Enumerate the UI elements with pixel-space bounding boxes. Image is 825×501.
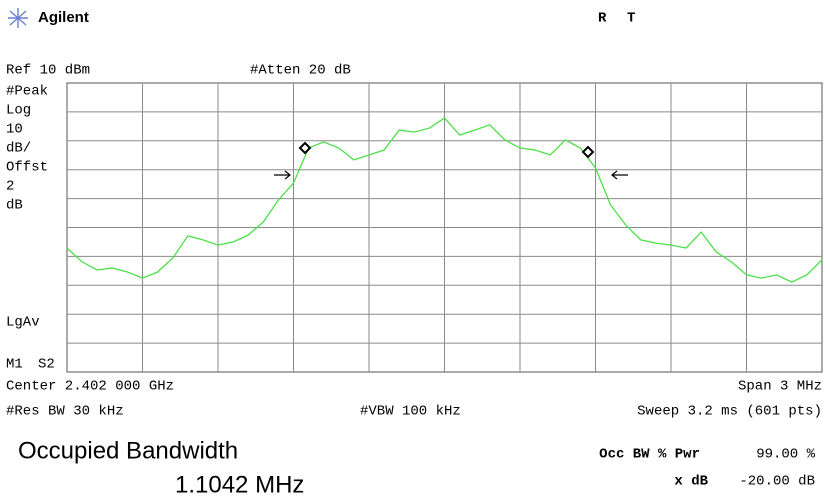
detector: LgAv xyxy=(6,315,40,331)
logo xyxy=(8,8,28,28)
span: Span 3 MHz xyxy=(738,379,822,395)
vbw: #VBW 100 kHz xyxy=(360,404,461,420)
result-value: 1.1042 MHz xyxy=(175,471,304,498)
scale-info: #Peak xyxy=(6,84,48,100)
xdb-value: -20.00 dB xyxy=(739,474,815,490)
markers xyxy=(274,141,628,180)
scale-info: dB/ xyxy=(6,141,31,157)
marker-label: M1 xyxy=(6,357,23,373)
pwr-label: Occ BW % Pwr xyxy=(599,447,700,463)
status: R xyxy=(598,11,607,27)
ref-level: Ref 10 dBm xyxy=(6,63,90,79)
scale-info: dB xyxy=(6,198,23,214)
atten: #Atten 20 dB xyxy=(250,63,351,79)
scale-info: 2 xyxy=(6,179,14,195)
trace xyxy=(66,117,823,283)
marker-label: S2 xyxy=(38,357,55,373)
scale-info: Offst xyxy=(6,160,48,176)
status: T xyxy=(627,11,635,27)
sweep: Sweep 3.2 ms (601 pts) xyxy=(637,404,822,420)
graticule xyxy=(67,83,822,372)
res-bw: #Res BW 30 kHz xyxy=(6,404,124,420)
scale-info: Log xyxy=(6,103,31,119)
xdb-label: x dB xyxy=(674,474,708,490)
center-freq: Center 2.402 000 GHz xyxy=(6,379,174,395)
pwr-value: 99.00 % xyxy=(756,447,815,463)
scale-info: 10 xyxy=(6,122,23,138)
result-title: Occupied Bandwidth xyxy=(18,437,238,464)
brand: Agilent xyxy=(38,9,89,26)
